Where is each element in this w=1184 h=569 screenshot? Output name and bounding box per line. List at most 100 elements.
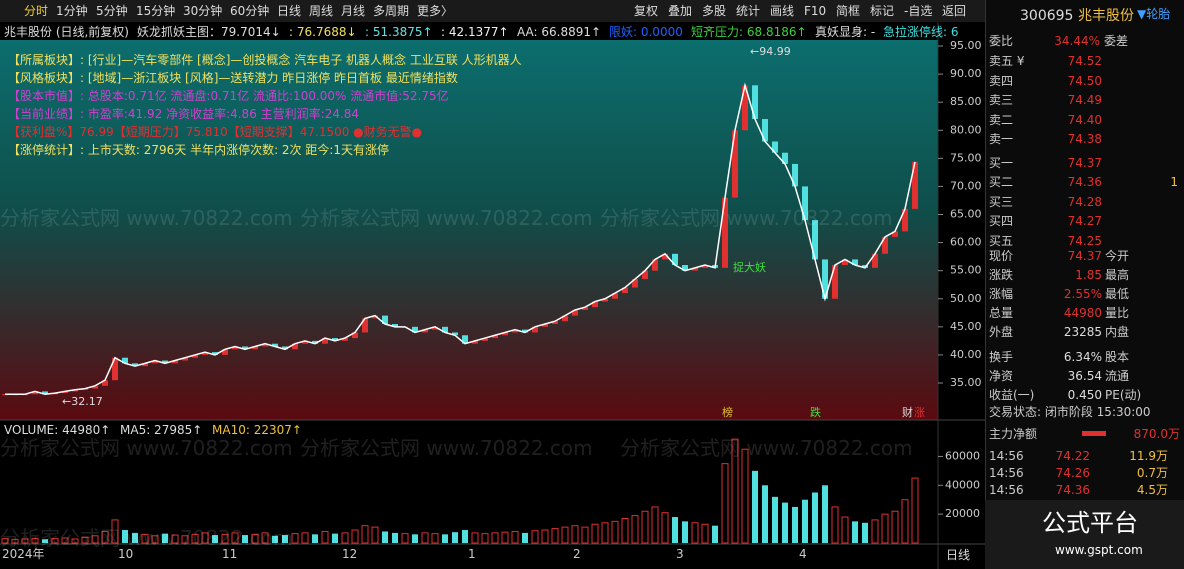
volume-bar bbox=[672, 517, 678, 543]
tab[interactable]: 30分钟 bbox=[183, 4, 223, 18]
label: PE(动) bbox=[1105, 388, 1142, 402]
tab[interactable]: 60分钟 bbox=[230, 4, 270, 18]
tab[interactable]: 更多〉 bbox=[417, 4, 454, 18]
label: 买三 bbox=[989, 194, 1014, 209]
volume-bar bbox=[361, 525, 369, 544]
candle bbox=[862, 265, 868, 268]
volume-bar bbox=[11, 538, 19, 544]
candle bbox=[72, 389, 78, 392]
candle bbox=[152, 360, 158, 364]
candle bbox=[422, 329, 428, 333]
volume-bar bbox=[191, 533, 199, 544]
candle bbox=[42, 391, 48, 395]
label: 34.44% bbox=[1054, 34, 1100, 48]
indicator: : 76.7688↓ bbox=[289, 25, 357, 39]
label: 74.36 bbox=[1055, 483, 1090, 497]
candle bbox=[512, 329, 518, 333]
button[interactable]: 标记 bbox=[870, 4, 895, 18]
logo bbox=[985, 500, 1184, 569]
indicator: : 42.1377↑ bbox=[441, 25, 509, 39]
x-tick-label: 2 bbox=[573, 547, 581, 561]
label: 交易状态: 闭市阶段 15:30:00 bbox=[989, 405, 1151, 419]
tab[interactable]: 1分钟 bbox=[56, 4, 88, 18]
volume-bar bbox=[581, 526, 589, 544]
indicator: AA: 66.8891↑ bbox=[517, 25, 602, 39]
annotation: 捉大妖 bbox=[733, 260, 766, 274]
label: 卖二 bbox=[989, 112, 1014, 127]
logo-text: 公式平台 bbox=[1042, 509, 1138, 537]
tab[interactable]: 分时 bbox=[24, 4, 49, 18]
volume-bar bbox=[471, 532, 479, 544]
candle bbox=[222, 349, 228, 355]
candle bbox=[722, 197, 728, 268]
volume-bar bbox=[151, 535, 159, 544]
volume-bar bbox=[911, 477, 919, 544]
candle bbox=[792, 163, 798, 187]
label: 收益(一) bbox=[989, 388, 1035, 402]
button[interactable]: 复权 bbox=[634, 4, 659, 18]
label: 74.49 bbox=[1067, 93, 1102, 107]
candle bbox=[702, 265, 708, 268]
volume-bar bbox=[462, 530, 468, 543]
tab[interactable]: 周线 bbox=[309, 4, 334, 18]
candle bbox=[372, 315, 378, 319]
button[interactable]: 多股 bbox=[702, 4, 727, 18]
y-tick-label: 60.00 bbox=[950, 236, 982, 249]
button[interactable]: 叠加 bbox=[668, 4, 693, 18]
candle bbox=[652, 259, 658, 271]
y-tick-label: 35.00 bbox=[950, 376, 982, 389]
label: 74.27 bbox=[1067, 214, 1102, 228]
candle bbox=[252, 346, 258, 350]
y-tick-label: 75.00 bbox=[950, 151, 982, 164]
volume-legend: VOLUME: 44980↑ bbox=[4, 423, 111, 437]
tab[interactable]: 月线 bbox=[341, 4, 366, 18]
label: 2.55% bbox=[1063, 287, 1102, 301]
label: 总量 bbox=[989, 306, 1014, 320]
volume-bar bbox=[181, 535, 189, 544]
volume-bar bbox=[762, 485, 768, 543]
tab[interactable]: 15分钟 bbox=[136, 4, 176, 18]
candle bbox=[342, 338, 348, 341]
volume-bar bbox=[162, 533, 168, 543]
candle bbox=[182, 357, 188, 361]
volume-bar bbox=[661, 512, 669, 544]
label: 0.450 bbox=[1067, 388, 1102, 402]
label: 0.7万 bbox=[1136, 466, 1168, 480]
candle bbox=[32, 391, 38, 395]
indicator: 真妖显身: - bbox=[815, 25, 876, 39]
candle bbox=[382, 315, 388, 325]
tab[interactable]: 5分钟 bbox=[96, 4, 128, 18]
candle bbox=[602, 298, 608, 302]
y-tick-label: 40000 bbox=[945, 478, 980, 491]
button[interactable]: F10 bbox=[804, 4, 827, 18]
button[interactable]: 简框 bbox=[836, 4, 861, 18]
label: 股本 bbox=[1105, 350, 1130, 364]
label: 14:56 bbox=[989, 449, 1024, 463]
code: 300695 bbox=[1020, 8, 1074, 24]
annotation: 财 bbox=[902, 405, 913, 419]
button[interactable]: 返回 bbox=[942, 4, 967, 18]
volume-legend: MA10: 22307↑ bbox=[212, 423, 302, 437]
button[interactable]: 画线 bbox=[770, 4, 795, 18]
volume-bar bbox=[712, 525, 718, 543]
volume-bar bbox=[312, 534, 318, 543]
tab[interactable]: 日线 bbox=[277, 4, 302, 18]
candle bbox=[912, 161, 918, 209]
candle bbox=[302, 340, 308, 344]
tab[interactable]: 多周期 bbox=[373, 4, 410, 18]
annotation: ←94.99 bbox=[750, 45, 791, 58]
button[interactable]: 统计 bbox=[736, 4, 761, 18]
candle bbox=[432, 326, 438, 330]
label: 870.0万 bbox=[1133, 427, 1180, 441]
button[interactable]: -自选 bbox=[904, 4, 933, 18]
info-line: 【获利盘%】76.99【短期压力】75.810【短期支撑】47.1500 ●财务… bbox=[8, 125, 423, 139]
label: 外盘 bbox=[989, 325, 1014, 339]
volume-bar bbox=[621, 517, 629, 544]
volume-bar bbox=[421, 532, 429, 544]
candle bbox=[562, 315, 568, 322]
watermark: 分析家公式网 www.70822.com bbox=[300, 206, 593, 230]
label: 委差 bbox=[1104, 34, 1129, 48]
button[interactable]: 日线 bbox=[946, 548, 971, 562]
candle bbox=[62, 391, 68, 394]
candle bbox=[132, 363, 138, 367]
